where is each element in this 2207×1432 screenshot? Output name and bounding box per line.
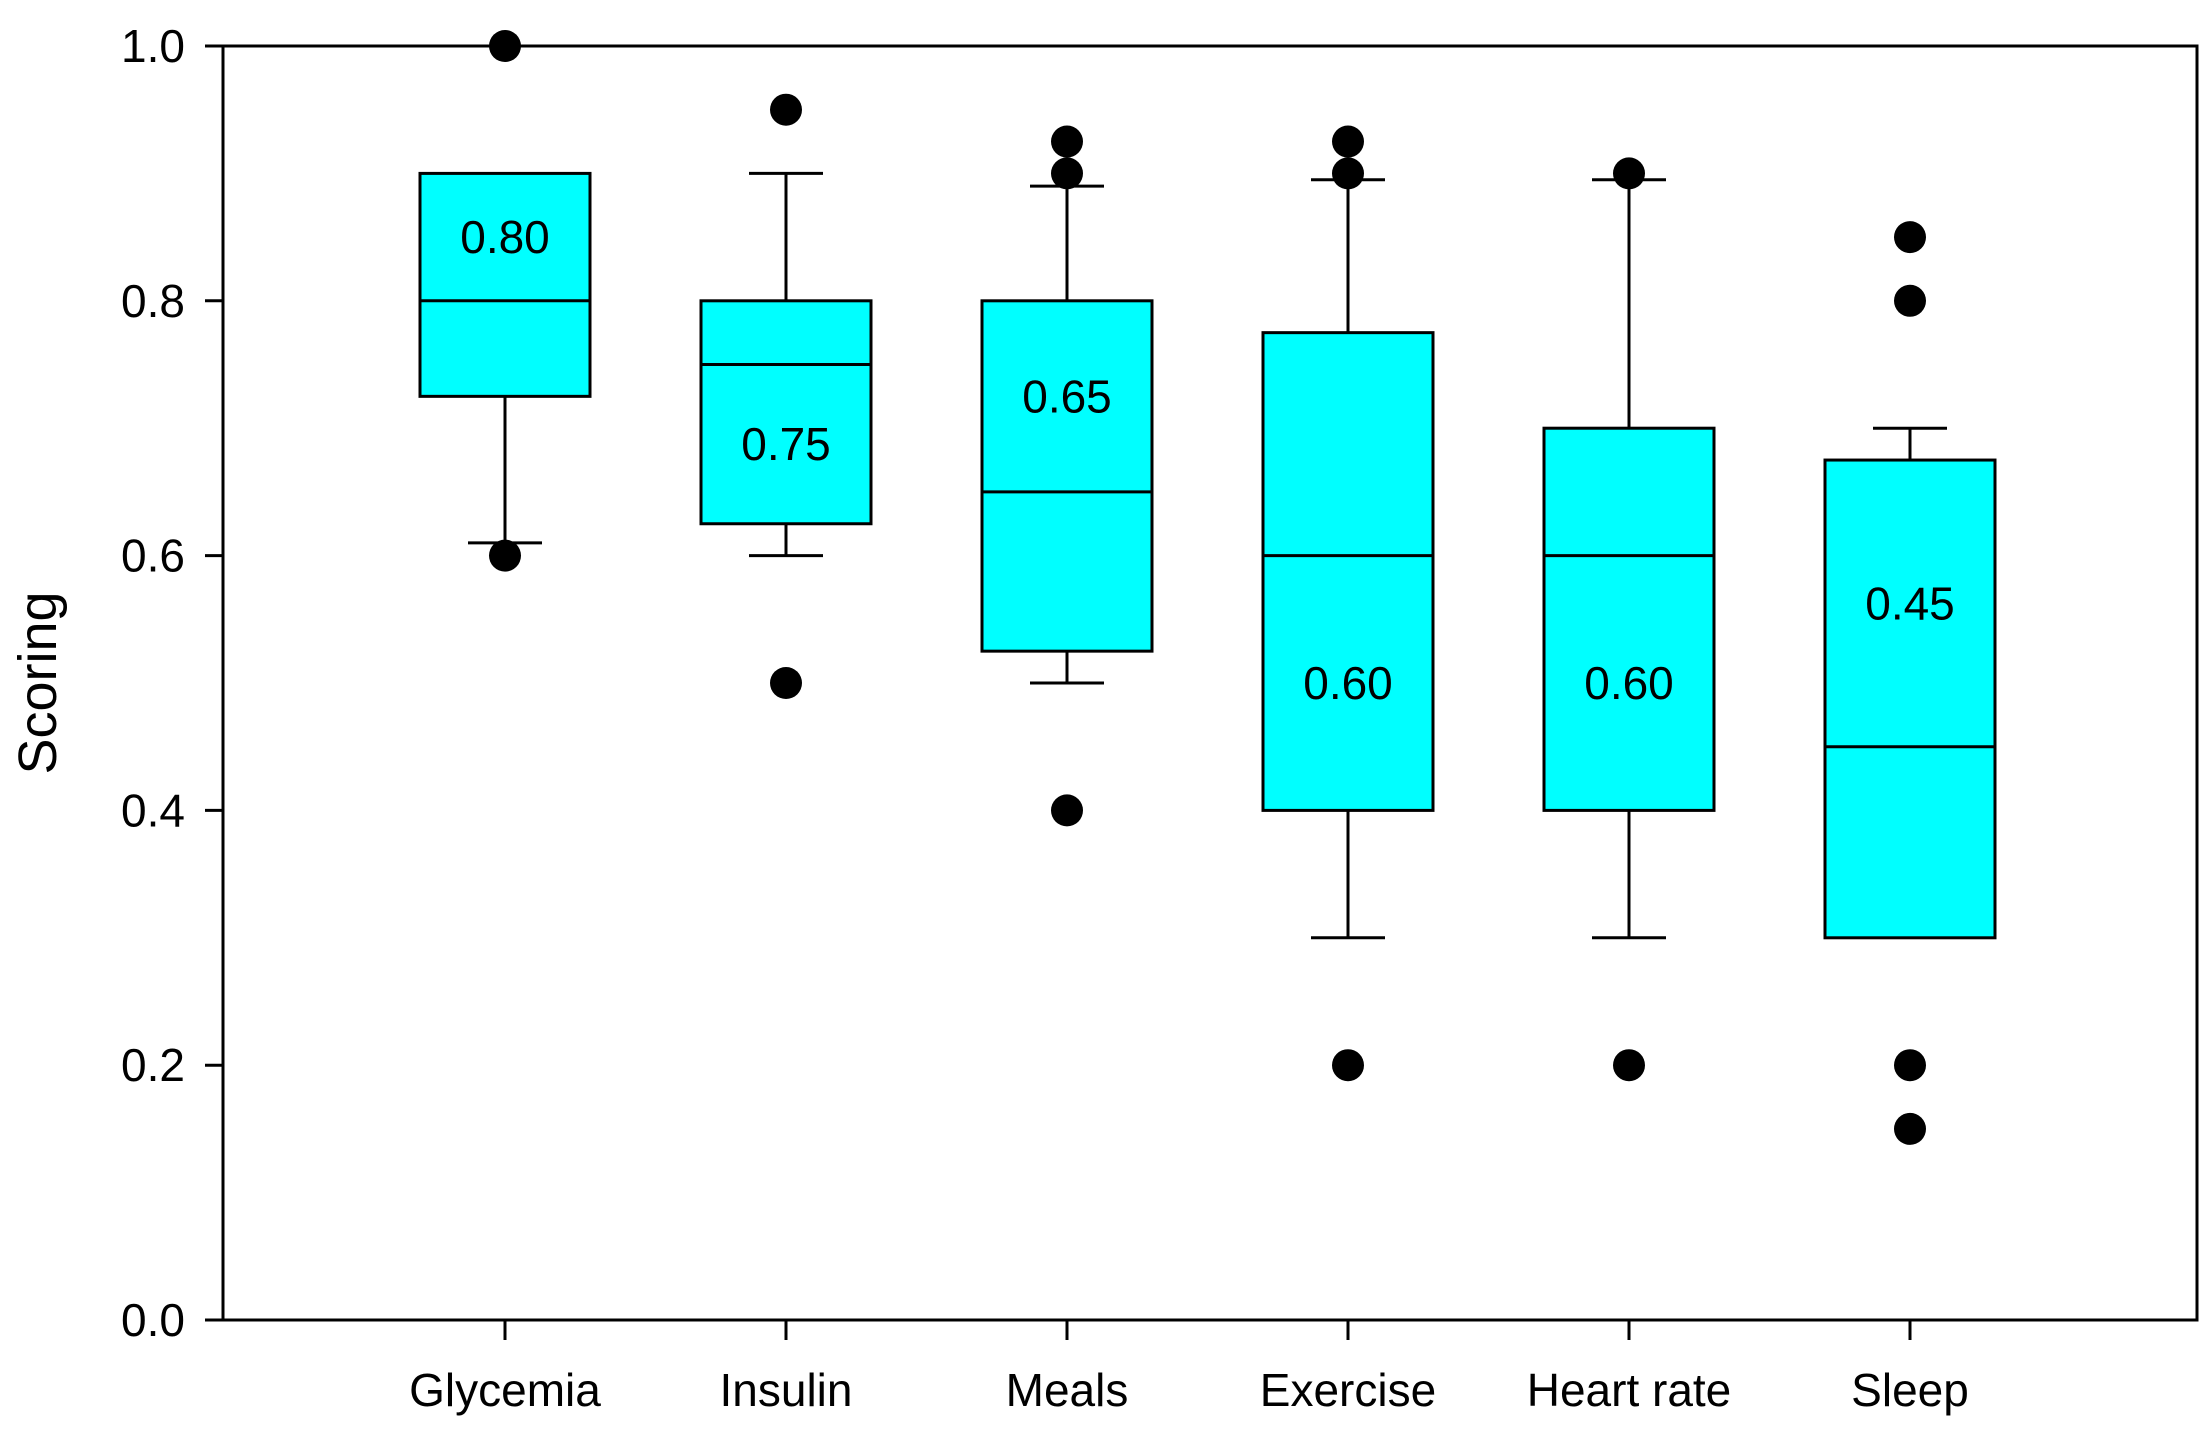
plot-frame [221, 44, 2199, 1322]
box-group: 0.65 [980, 125, 1154, 827]
box-group: 0.75 [699, 93, 873, 699]
y-axis-title: Scoring [8, 591, 68, 774]
y-tick-label: 0.2 [121, 1039, 185, 1091]
box-group: 0.60 [1542, 157, 1716, 1082]
outlier-point [1613, 1049, 1645, 1082]
box-iqr [418, 171, 592, 398]
y-tick-label: 0.6 [121, 530, 185, 582]
box-group: 0.60 [1261, 125, 1435, 1082]
x-tick-label: Meals [1006, 1364, 1129, 1416]
outlier-point [489, 539, 521, 572]
box-iqr [1261, 331, 1435, 812]
box-group: 0.45 [1823, 221, 1997, 1145]
y-tick-label: 0.8 [121, 275, 185, 327]
box-iqr [1542, 426, 1716, 812]
median-value-label: 0.60 [1584, 657, 1674, 709]
outlier-point [1894, 284, 1926, 317]
box-iqr [1823, 458, 1997, 940]
outlier-point [1051, 794, 1083, 827]
x-tick-label: Glycemia [409, 1364, 601, 1416]
outlier-point [1332, 1049, 1364, 1082]
outlier-point [1332, 157, 1364, 190]
x-axis: Glycemia Insulin Meals Exercise Heart rate Sl… [409, 1320, 1969, 1416]
median-value-label: 0.75 [741, 418, 831, 470]
median-value-label: 0.80 [460, 211, 550, 263]
median-value-label: 0.65 [1022, 370, 1112, 422]
x-tick-label: Insulin [720, 1364, 853, 1416]
outlier-point [1332, 125, 1364, 158]
outlier-point [1613, 157, 1645, 190]
outlier-point [1051, 157, 1083, 190]
x-tick-label: Heart rate [1527, 1364, 1732, 1416]
y-tick-label: 0.4 [121, 784, 185, 836]
outlier-point [489, 30, 521, 62]
median-value-label: 0.60 [1303, 657, 1393, 709]
outlier-point [1051, 125, 1083, 158]
outlier-point [1894, 1049, 1926, 1082]
outlier-point [770, 93, 802, 126]
y-tick-label: 1.0 [121, 20, 185, 72]
box-iqr [980, 299, 1154, 653]
box-group: 0.80 [418, 30, 592, 572]
x-tick-label: Sleep [1851, 1364, 1969, 1416]
outlier-point [1894, 221, 1926, 254]
y-tick-label: 0.0 [121, 1294, 185, 1346]
box-iqr [699, 299, 873, 526]
outlier-point [770, 667, 802, 699]
x-tick-label: Exercise [1260, 1364, 1436, 1416]
median-value-label: 0.45 [1865, 577, 1955, 629]
box-series: 0.80 0.75 0.65 0.60 0.60 0.45 [418, 30, 1997, 1145]
outlier-point [1894, 1112, 1926, 1145]
y-axis: 0.0 0.2 0.4 0.6 0.8 1.0 [121, 20, 223, 1346]
